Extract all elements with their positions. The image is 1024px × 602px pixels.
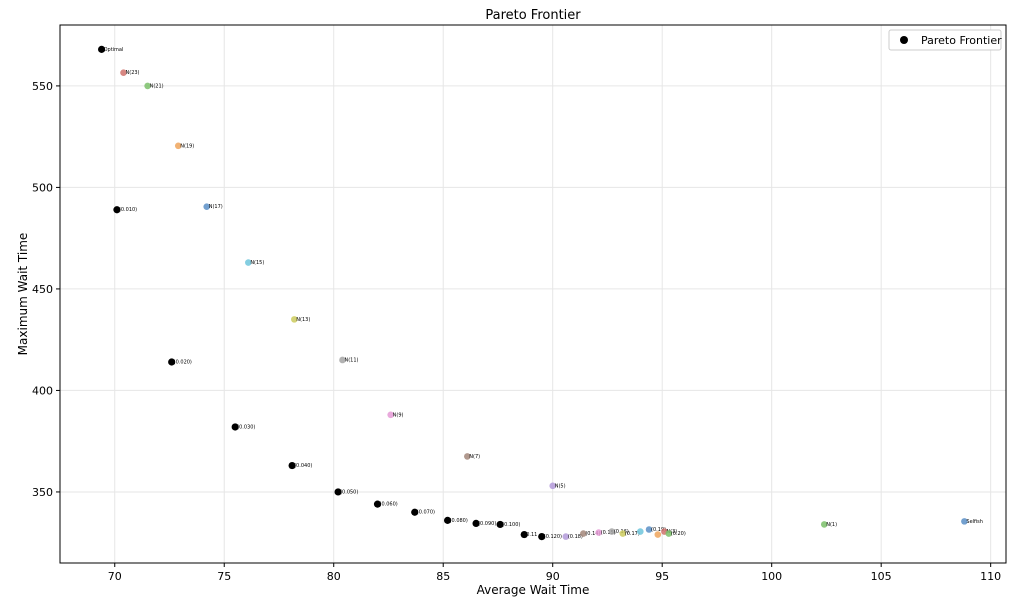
point-label: N(15)	[250, 260, 264, 266]
point-label: N(1)	[826, 522, 837, 528]
point-label: (0.120)	[544, 534, 562, 540]
x-tick-label: 75	[217, 570, 231, 583]
point-label: (0.17)	[625, 531, 640, 537]
strategy-point	[595, 529, 602, 536]
frontier-point	[113, 206, 121, 214]
y-axis: 350 400 450 500 550	[32, 80, 60, 499]
point-label: N(11)	[344, 357, 358, 363]
strategy-point	[339, 356, 346, 364]
plot-area	[59, 24, 1007, 564]
point-label: (0.080)	[450, 518, 468, 524]
point-label: (0.090)	[478, 521, 496, 527]
strategy-point	[120, 69, 127, 77]
legend-box	[888, 29, 1002, 51]
legend-entry: Pareto Frontier	[921, 34, 1002, 47]
strategy-point	[619, 530, 627, 537]
point-label: (0.040)	[294, 463, 312, 469]
x-tick-label: 85	[436, 570, 450, 583]
y-tick-label: 350	[32, 486, 53, 499]
strategy-point	[665, 530, 673, 537]
strategy-point	[562, 533, 570, 540]
strategy-point	[637, 528, 644, 535]
legend: Pareto Frontier	[888, 29, 1002, 51]
frontier-point	[411, 508, 419, 516]
frontier-point	[373, 500, 382, 508]
strategy-point	[174, 142, 182, 150]
strategy-point	[608, 528, 616, 535]
point-label: 0.11	[526, 532, 537, 538]
x-tick-label: 110	[980, 570, 1001, 583]
point-label: N(5)	[555, 483, 566, 489]
x-tick-label: 95	[655, 570, 669, 583]
point-label: (0.15)	[601, 530, 616, 536]
point-label: (0.060)	[380, 502, 398, 508]
y-axis-label: Maximum Wait Time	[16, 233, 30, 356]
y-tick-label: 500	[32, 181, 53, 194]
frontier-point	[98, 45, 106, 53]
frontier-point	[496, 520, 504, 529]
frontier-point	[168, 358, 176, 366]
data-points: Optimal (0.010) (0.020) (0.030) (0.040) (0.05…	[98, 45, 983, 541]
grid-lines	[60, 25, 1006, 563]
frontier-point	[472, 519, 480, 528]
point-label: (0.20)	[671, 531, 686, 537]
point-label: N(17)	[209, 204, 223, 210]
x-tick-label: 70	[108, 570, 122, 583]
strategy-point	[580, 530, 587, 537]
strategy-point	[291, 316, 298, 323]
point-label: N(19)	[180, 143, 194, 149]
strategy-point	[203, 203, 211, 211]
frontier-point	[288, 461, 296, 470]
point-label: (0.030)	[237, 424, 255, 430]
point-label: (0.100)	[502, 522, 520, 528]
x-tick-label: 100	[761, 570, 782, 583]
point-label: N(23)	[126, 70, 140, 76]
point-label: N(13)	[296, 317, 310, 323]
y-tick-label: 450	[32, 283, 53, 296]
x-tick-label: 90	[546, 570, 560, 583]
x-tick-label: 105	[871, 570, 892, 583]
y-tick-label: 400	[32, 384, 53, 397]
legend-marker	[900, 36, 908, 44]
strategy-point	[654, 531, 662, 538]
x-axis-label: Average Wait Time	[477, 583, 590, 597]
point-label: Selfish	[966, 519, 983, 525]
point-label: (0.010)	[119, 207, 137, 213]
point-label: (0.050)	[340, 489, 358, 495]
strategy-point	[645, 526, 653, 533]
y-tick-label: 550	[32, 80, 53, 93]
strategy-point	[961, 518, 968, 525]
strategy-point	[820, 521, 828, 528]
frontier-point	[231, 423, 239, 431]
x-tick-label: 80	[327, 570, 341, 583]
frontier-point	[334, 488, 342, 496]
chart-title: Pareto Frontier	[485, 8, 581, 23]
point-label: (0.19)	[651, 527, 666, 533]
strategy-point	[387, 411, 394, 419]
point-label: N(21)	[150, 83, 164, 89]
strategy-point	[549, 482, 557, 490]
strategy-point	[144, 82, 151, 90]
point-label: (0.020)	[174, 360, 192, 366]
point-label: N(9)	[393, 412, 404, 418]
point-label: (0.14)	[585, 531, 600, 537]
strategy-point	[464, 453, 471, 460]
frontier-point	[520, 530, 528, 539]
frontier-point	[443, 516, 452, 524]
strategy-point	[245, 259, 252, 266]
point-label: N(7)	[469, 454, 480, 460]
point-label: N(3)	[666, 529, 677, 535]
x-axis: 70 75 80 85 90 95 100 105 110	[108, 563, 1001, 583]
frontier-point	[538, 533, 546, 541]
point-label: Optimal	[104, 47, 124, 53]
point-label: (0.070)	[417, 510, 435, 516]
point-label: (0.18)	[568, 534, 583, 540]
